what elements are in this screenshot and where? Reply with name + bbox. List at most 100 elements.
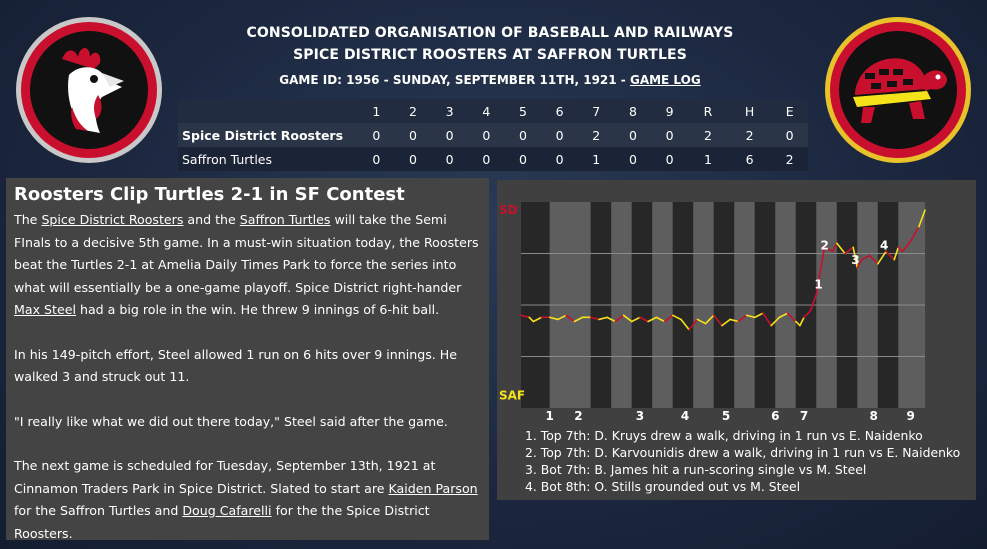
header-cell: R [687,99,728,123]
score-cell: 2 [577,123,615,147]
league-name: CONSOLIDATED ORGANISATION OF BASEBALL AN… [246,25,734,41]
chart-line-segment [557,314,567,321]
chart-label-bottom: SAF [499,389,525,403]
score-cell: 0 [651,147,688,171]
chart-line-segment [786,312,797,323]
chart-line-segment [573,316,584,323]
game-header: CONSOLIDATED ORGANISATION OF BASEBALL AN… [180,22,800,90]
header-cell: 2 [394,99,432,123]
scoring-note: 3. Bot 7th: B. James hit a run-scoring s… [525,462,867,477]
player-link-max-steel[interactable]: Max Steel [14,302,76,317]
linescore-table: 1 2 3 4 5 6 7 8 9 R H E Spice District R… [178,99,808,171]
chart-line-segment [909,225,920,242]
chart-line-segment [918,209,926,228]
scoring-note: 1. Top 7th: D. Kruys drew a walk, drivin… [525,428,923,443]
chart-line-segment [844,246,855,255]
chart-line-segment [868,254,879,265]
chart-line-segment [885,250,896,261]
chart-inning-label: 5 [722,409,730,420]
game-info: GAME ID: 1956 - SUNDAY, SEPTEMBER 11TH, … [180,70,800,90]
score-cell: 0 [467,147,505,171]
chart-line-segment [528,316,535,323]
chart-inning-label: 7 [800,409,808,420]
chart-line-segment [606,316,617,323]
score-cell: 0 [394,123,432,147]
scoring-note: 4. Bot 8th: O. Stills grounded out vs M.… [525,479,801,494]
game-recap-article: Roosters Clip Turtles 2-1 in SF Contest … [6,178,489,541]
chart-inning-label: 2 [574,409,582,420]
score-cell: 0 [771,123,808,147]
chart-line-segment [745,314,756,319]
article-paragraph: The Spice District Roosters and the Saff… [14,209,481,322]
team-name-away[interactable]: Spice District Roosters [178,123,358,147]
article-headline: Roosters Clip Turtles 2-1 in SF Contest [14,184,405,205]
chart-annotation-label: 4 [880,239,888,253]
linescore-row-home: Saffron Turtles 0 0 0 0 0 0 1 0 0 1 6 2 [178,147,808,171]
score-cell: 0 [614,147,652,171]
chart-line-segment [856,258,863,269]
team-link-turtles[interactable]: Saffron Turtles [239,212,331,227]
chart-line-segment [778,312,789,319]
matchup-title: SPICE DISTRICT ROOSTERS AT SAFFRON TURTL… [293,47,687,63]
chart-line-segment [803,310,811,319]
score-cell: 0 [358,123,395,147]
chart-inning-label: 1 [546,409,554,420]
text-run: The [14,212,42,227]
chart-line-segment [901,240,912,253]
chart-line-segment [831,242,838,253]
chart-line-segment [721,318,731,327]
chart-annotation-label: 2 [821,239,829,253]
chart-line-segment [696,318,707,325]
game-log-link[interactable]: GAME LOG [629,73,701,87]
player-link-kaiden-parson[interactable]: Kaiden Parson [388,480,478,496]
score-cell: 0 [394,147,432,171]
header-cell: 4 [467,99,505,123]
chart-annotation-label: 1 [814,278,822,292]
chart-line-segment [852,246,859,269]
player-link-doug-cafarelli[interactable]: Doug Cafarelli [182,503,272,518]
chart-line-segment [671,314,682,321]
score-cell: 2 [727,123,772,147]
header-cell: 7 [577,99,615,123]
chart-line-segment [548,316,559,321]
chart-annotation-label: 3 [851,253,859,267]
chart-line-segment [860,254,871,261]
turtle-logo-icon [825,17,971,163]
chart-line-segment [823,246,834,253]
chart-line-segment [655,316,666,323]
chart-line-segment [630,316,641,323]
win-probability-chart: SD SAF 1 2 3 4 1 2 3 4 5 6 7 8 9 [499,202,926,420]
chart-line-segment [753,312,764,319]
chart-line-segment [795,320,801,327]
game-info-text: GAME ID: 1956 - SUNDAY, SEPTEMBER 11TH, … [279,73,630,87]
chart-line-segment [809,293,818,312]
chart-line-segment [770,316,781,327]
chart-line-segment [622,314,633,323]
chart-line-segment [614,314,625,323]
chart-inning-label: 8 [870,409,878,420]
chart-label-top: SD [499,203,518,217]
header-cell: 1 [358,99,395,123]
header-cell: E [771,99,808,123]
text-run: for the the Spice District Roosters. [14,503,430,541]
text-run: and the [183,212,240,227]
header-cell: 8 [614,99,652,123]
linescore-row-away: Spice District Roosters 0 0 0 0 0 0 2 0 … [178,123,808,147]
score-cell: 6 [727,147,772,171]
chart-line-segment [688,318,699,331]
header-cell: 9 [651,99,688,123]
article-paragraph: The next game is scheduled for Tuesday, … [14,455,481,545]
chart-line-segment [639,316,649,323]
chart-inning-label: 9 [906,409,914,420]
chart-inning-label: 6 [771,409,779,420]
chart-line-segment [520,314,531,319]
scoring-notes: 1. Top 7th: D. Kruys drew a walk, drivin… [525,427,960,495]
chart-line-segment [565,314,576,323]
chart-line-segment [897,246,904,253]
header-cell: H [727,99,772,123]
team-name-home[interactable]: Saffron Turtles [178,147,358,171]
text-run: The next game is scheduled for Tuesday, … [14,458,436,496]
score-cell: 0 [504,147,542,171]
text-run: for the Saffron Turtles and [14,503,183,518]
team-link-roosters[interactable]: Spice District Roosters [41,212,184,227]
